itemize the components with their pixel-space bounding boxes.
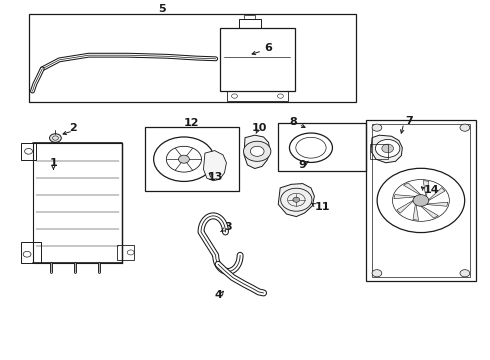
Circle shape: [382, 144, 393, 153]
Circle shape: [375, 139, 400, 157]
Circle shape: [372, 270, 382, 277]
Circle shape: [413, 195, 429, 206]
Circle shape: [460, 124, 470, 131]
Polygon shape: [403, 183, 421, 195]
Polygon shape: [394, 195, 416, 199]
Bar: [369, 144, 388, 159]
Text: 1: 1: [49, 158, 57, 168]
Bar: [145, 127, 239, 192]
Text: 7: 7: [405, 116, 413, 126]
Polygon shape: [397, 201, 413, 213]
Bar: [372, 124, 470, 277]
Bar: [33, 143, 122, 263]
Bar: [227, 91, 288, 101]
Text: 11: 11: [315, 202, 330, 212]
Text: 12: 12: [183, 118, 199, 128]
Text: 13: 13: [208, 172, 223, 182]
Text: 6: 6: [265, 43, 272, 53]
Bar: [244, 15, 255, 19]
Circle shape: [293, 197, 300, 202]
Text: 8: 8: [289, 117, 297, 127]
Circle shape: [49, 134, 61, 142]
Bar: [278, 123, 366, 171]
Text: 9: 9: [299, 160, 307, 170]
Circle shape: [178, 155, 189, 163]
Circle shape: [372, 124, 382, 131]
Text: 5: 5: [158, 4, 166, 14]
Bar: [366, 120, 476, 281]
Bar: [29, 14, 356, 102]
Bar: [117, 245, 134, 260]
Text: 4: 4: [214, 291, 222, 301]
Polygon shape: [423, 181, 429, 196]
Bar: [239, 19, 261, 28]
Polygon shape: [371, 135, 402, 163]
Polygon shape: [421, 206, 439, 218]
Polygon shape: [278, 184, 315, 217]
Text: 2: 2: [69, 123, 77, 133]
Polygon shape: [244, 135, 270, 168]
Polygon shape: [426, 202, 448, 206]
Bar: [220, 28, 295, 91]
Circle shape: [460, 270, 470, 277]
Circle shape: [244, 141, 271, 161]
Bar: [21, 143, 36, 159]
Bar: [21, 242, 41, 263]
Text: 3: 3: [224, 222, 232, 232]
Polygon shape: [413, 204, 418, 220]
Text: 14: 14: [424, 185, 440, 195]
Text: 10: 10: [252, 123, 268, 133]
Polygon shape: [203, 150, 226, 181]
Polygon shape: [429, 188, 445, 201]
Circle shape: [250, 146, 264, 156]
